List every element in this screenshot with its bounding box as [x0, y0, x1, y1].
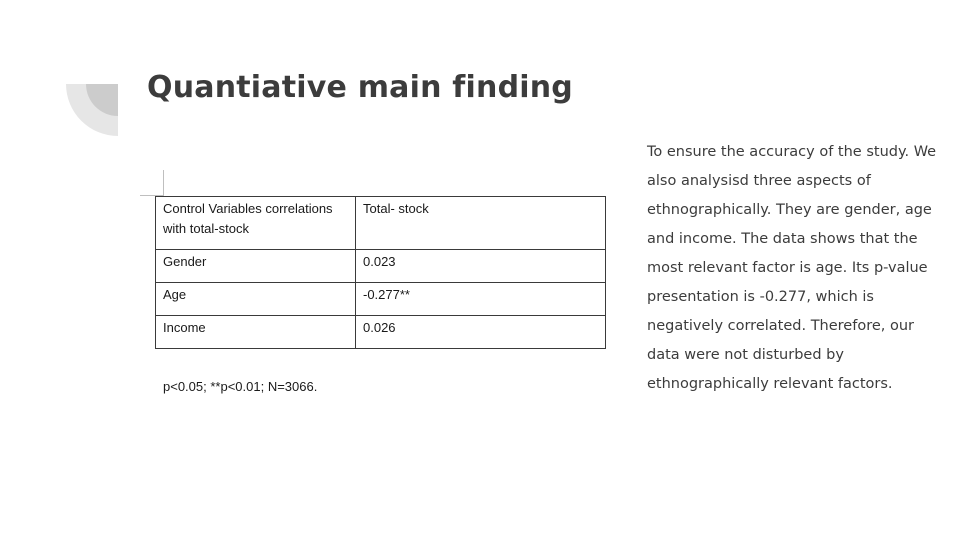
table-image: Control Variables correlations with tota… — [140, 170, 610, 410]
table-cell-value: -0.277** — [355, 282, 606, 316]
table-cell-value: 0.026 — [355, 315, 606, 349]
body-paragraph: To ensure the accuracy of the study. We … — [647, 144, 937, 392]
table-footnote: p<0.05; **p<0.01; N=3066. — [163, 379, 318, 394]
crop-mark-vertical — [163, 170, 164, 196]
table-row: Age -0.277** — [155, 282, 606, 316]
table-header-cell: Total- stock — [355, 196, 606, 250]
table-row: Income 0.026 — [155, 315, 606, 349]
crop-mark-horizontal — [140, 195, 164, 196]
table-header-cell: Control Variables correlations with tota… — [155, 196, 356, 250]
table-cell-variable: Age — [155, 282, 356, 316]
table-cell-value: 0.023 — [355, 249, 606, 283]
slide-title: Quantiative main finding — [147, 70, 573, 105]
table-row: Gender 0.023 — [155, 249, 606, 283]
table-header-row: Control Variables correlations with tota… — [155, 196, 606, 250]
table-cell-variable: Income — [155, 315, 356, 349]
table-cell-variable: Gender — [155, 249, 356, 283]
correlation-table: Control Variables correlations with tota… — [155, 196, 606, 349]
corner-decoration — [66, 84, 118, 136]
